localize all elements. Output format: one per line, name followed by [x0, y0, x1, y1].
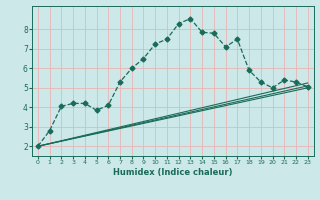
X-axis label: Humidex (Indice chaleur): Humidex (Indice chaleur) — [113, 168, 233, 177]
